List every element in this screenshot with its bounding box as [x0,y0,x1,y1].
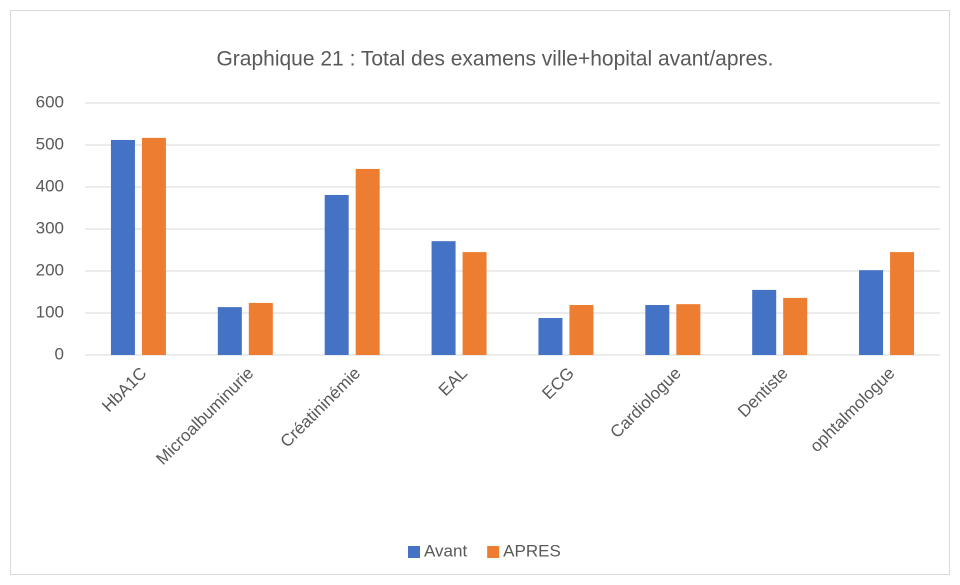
bar [248,302,273,355]
bar [783,297,808,355]
chart-title: Graphique 21 : Total des examens ville+h… [216,48,773,71]
y-tick-label: 600 [36,92,64,111]
bar [217,307,242,355]
legend-swatch [408,546,420,558]
y-tick-label: 400 [36,176,64,195]
bar [569,305,594,355]
legend-swatch [487,546,500,558]
y-tick-label: 100 [36,302,64,321]
bar [141,137,166,355]
bar [890,252,915,355]
legend-label: APRES [503,541,561,560]
bar [538,318,563,355]
bar [859,270,884,355]
y-tick-label: 300 [36,218,64,237]
bar [355,168,380,355]
bar [752,289,777,355]
y-tick-label: 0 [55,344,64,363]
legend-label: Avant [424,541,467,560]
bar [110,139,135,355]
y-tick-label: 500 [36,134,64,153]
bar [462,252,487,355]
bar [431,241,456,355]
bar [324,194,349,355]
bar [676,304,701,355]
y-tick-label: 200 [36,260,64,279]
bar [645,305,670,355]
